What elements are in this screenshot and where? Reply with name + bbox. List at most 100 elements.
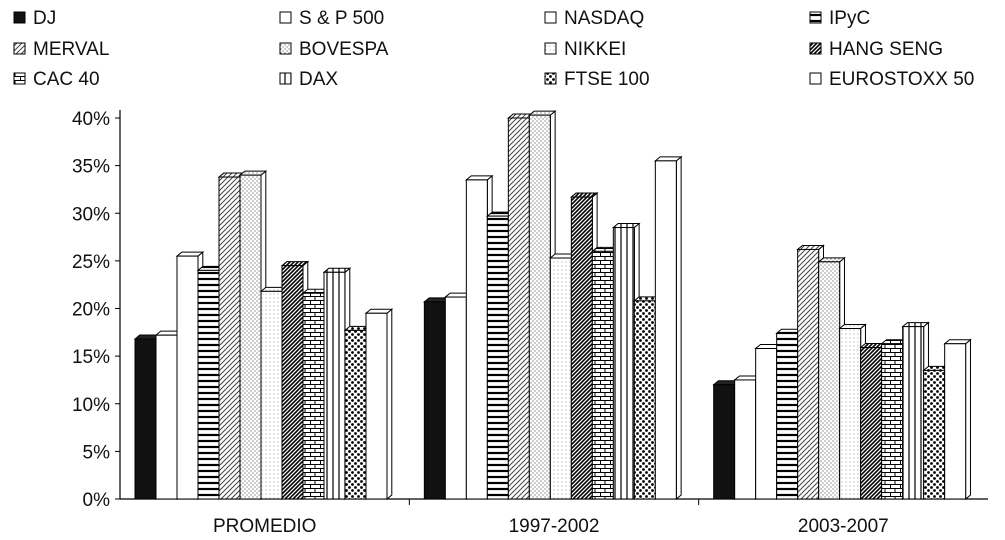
bar-front [633, 300, 656, 500]
bar-top [611, 223, 641, 229]
legend-swatch [544, 42, 557, 55]
legend-item: CAC 40 [13, 69, 100, 90]
legend-swatch [809, 11, 822, 24]
bar-side [675, 155, 682, 501]
legend-item: S & P 500 [279, 8, 384, 29]
x-category-label: 2003-2007 [798, 516, 889, 537]
bar-top [238, 170, 268, 176]
bar-top [796, 244, 825, 250]
legend-item: HANG SENG [809, 39, 943, 60]
bar-front [654, 160, 677, 500]
y-tick-label: 15% [72, 347, 110, 368]
bar-front [281, 265, 304, 500]
bar-front [260, 290, 283, 500]
bar-front [507, 117, 530, 500]
bar-front [302, 292, 325, 500]
bar-side [965, 338, 971, 501]
bar-front [755, 348, 778, 500]
bars [133, 110, 972, 501]
legend-item: FTSE 100 [544, 69, 650, 90]
bar-top [817, 257, 846, 263]
legend-item: EUROSTOXX 50 [809, 69, 974, 90]
bar-front [549, 257, 572, 500]
legend-swatch [544, 11, 557, 24]
bar-front [344, 329, 367, 500]
legend-label: NIKKEI [564, 39, 626, 60]
legend: DJ S & P 500 NASDAQ IPyC MERVAL BOVESPA NIKKEI… [13, 8, 974, 90]
bar-side [386, 308, 393, 501]
bar-front [570, 196, 593, 500]
bar-top [901, 322, 930, 328]
bar [364, 308, 394, 501]
bar-front [776, 332, 799, 500]
legend-item: DJ [13, 8, 56, 29]
y-tick-label: 30% [72, 204, 110, 225]
y-tick-label: 0% [83, 490, 111, 511]
legend-item: IPyC [809, 8, 870, 29]
bar-front [134, 338, 157, 500]
y-tick-label: 10% [72, 395, 110, 416]
bar-front [860, 347, 883, 500]
y-tick-label: 5% [83, 442, 111, 463]
y-tick-label: 35% [72, 157, 110, 178]
bar-front [591, 250, 614, 500]
legend-label: EUROSTOXX 50 [829, 69, 974, 90]
bar-front [902, 326, 925, 500]
legend-label: FTSE 100 [564, 69, 650, 90]
bar-front [239, 174, 262, 500]
legend-label: BOVESPA [299, 39, 389, 60]
bar-front [323, 271, 346, 500]
legend-swatch [809, 72, 822, 85]
bar-front [612, 227, 635, 500]
legend-swatch [279, 72, 292, 85]
bar-front [197, 269, 220, 500]
bar-front [155, 334, 178, 500]
legend-item: MERVAL [13, 39, 109, 60]
y-tick-label: 25% [72, 252, 110, 273]
bar-top [527, 110, 557, 116]
legend-swatch [13, 11, 26, 24]
bar-top [175, 251, 205, 257]
axes: 0% 5% 10% 15% 20% 25% 30% 35% 40% PROMEDIO 1997-20… [72, 109, 988, 537]
legend-swatch [13, 72, 26, 85]
bar-front [839, 328, 862, 500]
legend-label: NASDAQ [564, 8, 644, 29]
legend-item: NASDAQ [544, 8, 644, 29]
bar-top [569, 192, 599, 198]
bar [653, 155, 683, 501]
bar-front [218, 176, 241, 500]
bar-front [444, 296, 467, 500]
bar-front [465, 179, 488, 500]
legend-swatch [809, 42, 822, 55]
bar-front [797, 248, 820, 500]
bar-front [713, 384, 736, 500]
bar-front [818, 261, 841, 500]
bar [943, 338, 972, 501]
bar-top [838, 324, 867, 330]
bar-top [322, 267, 352, 273]
y-tick-label: 20% [72, 300, 110, 321]
bar-top [943, 339, 972, 345]
bar-front [923, 369, 946, 500]
legend-label: S & P 500 [299, 8, 384, 29]
legend-label: DAX [299, 69, 338, 90]
bar-front [734, 379, 757, 500]
x-category-label: 1997-2002 [509, 516, 600, 537]
bar-top [364, 308, 394, 314]
legend-swatch [544, 72, 557, 85]
legend-swatch [13, 42, 26, 55]
bar-front [881, 343, 904, 500]
bar-front [944, 343, 967, 500]
bar-front [176, 255, 199, 500]
legend-label: CAC 40 [33, 69, 100, 90]
bar-front [528, 114, 551, 500]
bar-front [365, 312, 388, 500]
legend-item: DAX [279, 69, 338, 90]
legend-label: DJ [33, 8, 56, 29]
legend-item: NIKKEI [544, 39, 626, 60]
bar-front [423, 301, 446, 500]
legend-label: HANG SENG [829, 39, 943, 60]
bar-top [653, 156, 683, 162]
